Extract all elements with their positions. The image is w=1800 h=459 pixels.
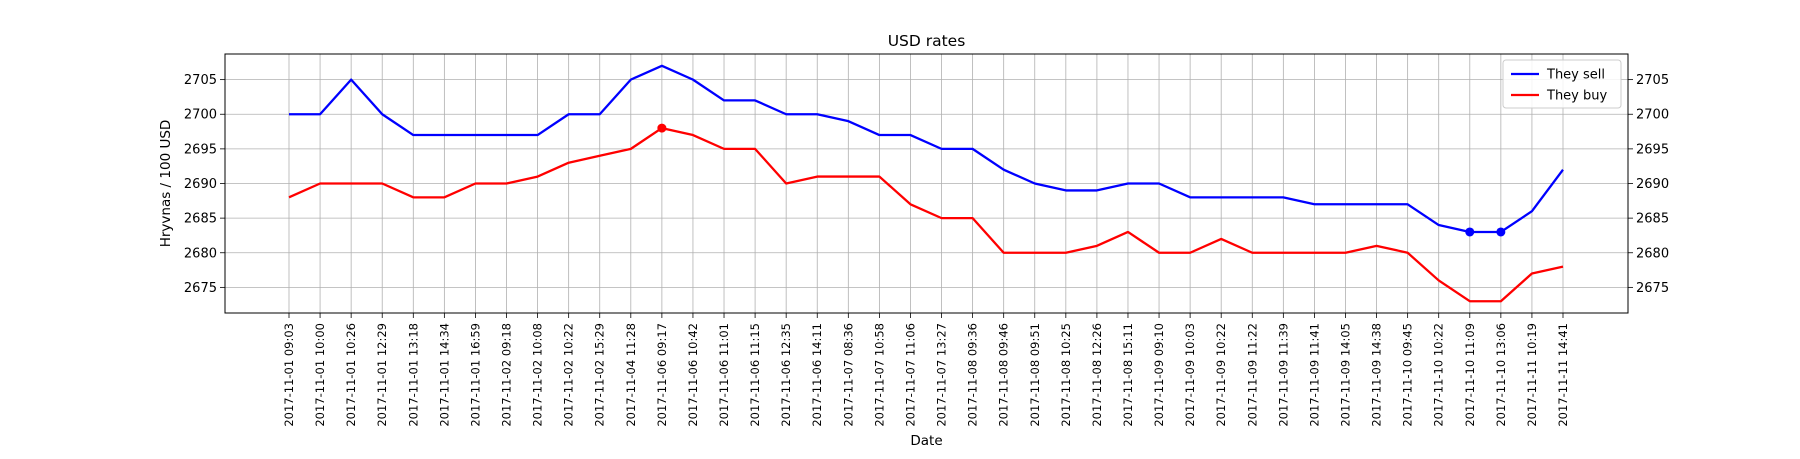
x-tick-label: 2017-11-01 14:34 [437,323,451,427]
x-tick-label: 2017-11-01 10:26 [344,323,358,427]
x-tick-label: 2017-11-06 12:35 [779,323,793,427]
x-tick-label: 2017-11-07 10:58 [872,323,886,427]
y-tick-label-right: 2700 [1636,108,1669,123]
x-tick-label: 2017-11-09 09:10 [1152,323,1166,427]
x-tick-label: 2017-11-11 10:19 [1525,323,1539,427]
y-tick-label-left: 2675 [184,281,217,296]
y-tick-label-left: 2685 [184,212,217,227]
x-tick-label: 2017-11-06 10:42 [686,323,700,427]
series-marker-0 [1465,227,1475,237]
x-tick-label: 2017-11-04 11:28 [624,323,638,427]
y-tick-label-right: 2695 [1636,142,1669,157]
x-tick-label: 2017-11-06 11:01 [717,323,731,427]
x-tick-label: 2017-11-02 10:22 [562,323,576,427]
x-tick-label: 2017-11-10 13:06 [1494,323,1508,427]
x-tick-label: 2017-11-09 10:03 [1183,323,1197,427]
x-tick-label: 2017-11-07 08:36 [841,323,855,427]
y-tick-label-right: 2705 [1636,73,1669,88]
y-tick-label-left: 2680 [184,246,217,261]
x-tick-label: 2017-11-11 14:41 [1556,323,1570,427]
y-tick-label-right: 2680 [1636,246,1669,261]
y-tick-label-left: 2690 [184,177,217,192]
x-tick-label: 2017-11-09 11:41 [1307,323,1321,427]
series-marker-0 [1496,227,1506,237]
x-tick-label: 2017-11-08 09:51 [1028,323,1042,427]
x-axis-label: Date [910,433,942,449]
x-tick-label: 2017-11-01 13:18 [406,323,420,427]
x-tick-label: 2017-11-07 11:06 [903,323,917,427]
x-tick-label: 2017-11-09 14:05 [1338,323,1352,427]
y-tick-label-left: 2705 [184,73,217,88]
x-tick-label: 2017-11-10 10:22 [1432,323,1446,427]
y-tick-label-right: 2690 [1636,177,1669,192]
legend: They sell They buy [1502,59,1622,109]
x-tick-label: 2017-11-08 09:46 [997,323,1011,427]
chart-title: USD rates [888,32,966,50]
series-lines [288,64,1564,303]
y-axis-label: Hryvnas / 100 USD [158,120,174,248]
y-tick-label-left: 2700 [184,108,217,123]
x-tick-label: 2017-11-08 09:36 [966,323,980,427]
x-tick-label: 2017-11-01 16:59 [468,323,482,427]
series-line-1 [288,126,1564,303]
x-tick-label: 2017-11-06 11:15 [748,323,762,427]
y-tick-label-left: 2695 [184,142,217,157]
series-marker-1 [657,123,667,133]
x-tick-label: 2017-11-06 14:11 [810,323,824,427]
y-tick-label-right: 2685 [1636,212,1669,227]
grid-lines [225,54,1628,313]
x-tick-label: 2017-11-01 10:00 [313,323,327,427]
axis-ticks: 2017-11-01 09:03 2017-11-01 10:00 2017-11-… [184,73,1669,427]
x-tick-label: 2017-11-09 10:22 [1214,323,1228,427]
x-tick-label: 2017-11-08 12:26 [1090,323,1104,427]
x-tick-label: 2017-11-08 10:25 [1059,323,1073,427]
x-tick-label: 2017-11-06 09:17 [655,323,669,427]
y-tick-label-right: 2675 [1636,281,1669,296]
x-tick-label: 2017-11-01 09:03 [282,323,296,427]
x-tick-label: 2017-11-02 15:29 [593,323,607,427]
x-tick-label: 2017-11-07 13:27 [935,323,949,427]
x-tick-label: 2017-11-09 14:38 [1370,323,1384,427]
x-tick-label: 2017-11-08 15:11 [1121,323,1135,427]
legend-label-0: They sell [1546,68,1605,83]
x-tick-label: 2017-11-02 09:18 [500,323,514,427]
legend-label-1: They buy [1546,89,1607,104]
series-line-0 [289,64,1564,234]
x-tick-label: 2017-11-10 09:45 [1401,323,1415,427]
x-tick-label: 2017-11-01 12:29 [375,323,389,427]
x-tick-label: 2017-11-10 11:09 [1463,323,1477,427]
x-tick-label: 2017-11-09 11:22 [1245,323,1259,427]
x-tick-label: 2017-11-02 10:08 [531,323,545,427]
x-tick-label: 2017-11-09 11:39 [1276,323,1290,427]
